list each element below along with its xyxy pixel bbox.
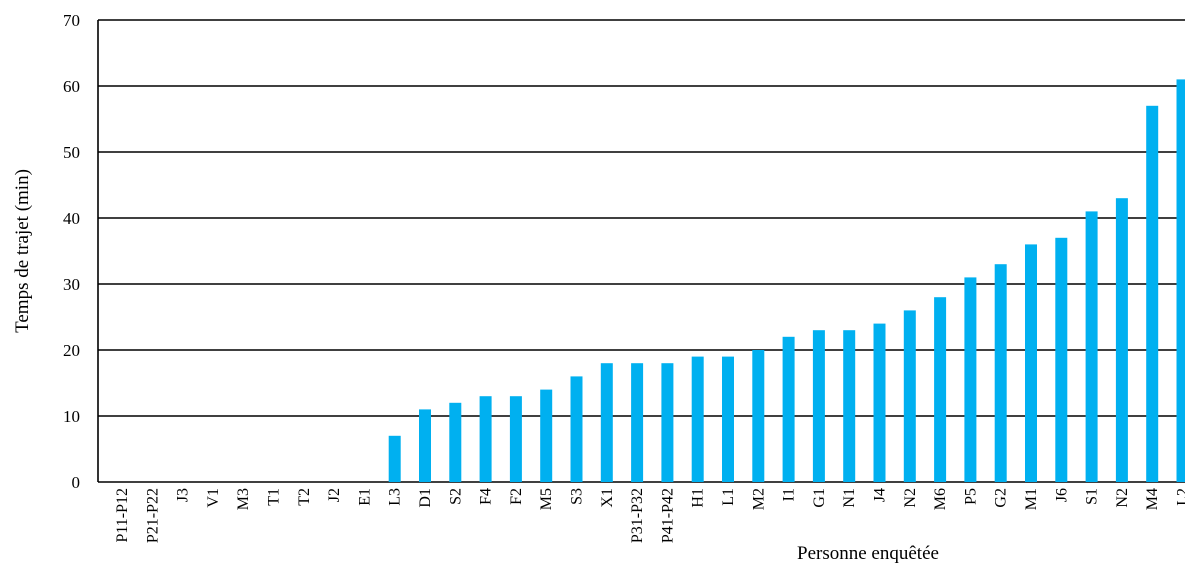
- bar: [994, 264, 1007, 482]
- x-tick-label: L2: [1175, 488, 1185, 506]
- x-tick-label: S1: [1084, 488, 1101, 505]
- x-tick-label: L3: [387, 488, 404, 506]
- bar: [843, 330, 856, 482]
- bar: [964, 277, 977, 482]
- x-tick-label: J4: [872, 488, 889, 502]
- x-tick-label: P5: [962, 488, 979, 505]
- x-tick-label: N1: [841, 488, 858, 508]
- x-tick-label: I1: [781, 488, 798, 501]
- x-tick-label: X1: [599, 488, 616, 508]
- y-tick-label: 70: [63, 11, 80, 30]
- x-tick-label: G2: [993, 488, 1010, 508]
- x-tick-label: M6: [932, 488, 949, 510]
- x-tick-label: D1: [417, 488, 434, 508]
- x-tick-label: T2: [296, 488, 313, 506]
- bar: [903, 310, 916, 482]
- bar: [419, 409, 431, 482]
- y-tick-label: 50: [63, 143, 80, 162]
- x-tick-label: P11-P12: [114, 488, 131, 543]
- x-tick-label: P31-P32: [629, 488, 646, 543]
- x-tick-label: L1: [720, 488, 737, 506]
- x-tick-label: F2: [508, 488, 525, 505]
- x-tick-label: N2: [1114, 488, 1131, 508]
- x-tick-labels: P11-P12 P21-P22 J3 V1 M3 T1 T2 J2 E1 L3 D1 S2 F4 F2 M5…: [114, 488, 1185, 543]
- x-tick-label: E1: [356, 488, 373, 506]
- x-tick-label: J2: [326, 488, 343, 502]
- bar: [661, 363, 674, 482]
- bar: [752, 350, 765, 482]
- y-tick-label: 30: [63, 275, 80, 294]
- bar: [1085, 211, 1098, 482]
- x-tick-label: M3: [235, 488, 252, 510]
- bar: [449, 402, 462, 482]
- x-tick-label: H1: [690, 488, 707, 508]
- x-tick-label: V1: [205, 488, 222, 508]
- bar: [479, 396, 492, 482]
- bars: [388, 79, 1185, 483]
- x-tick-label: S3: [569, 488, 586, 505]
- bar: [812, 330, 825, 482]
- bar: [782, 336, 795, 482]
- y-axis-title: Temps de trajet (min): [12, 169, 33, 333]
- bar: [1176, 79, 1185, 483]
- x-tick-label: M1: [1023, 488, 1040, 510]
- bar: [1146, 105, 1159, 483]
- bar: [1115, 198, 1128, 482]
- y-tick-label: 40: [63, 209, 80, 228]
- bar: [388, 435, 401, 482]
- x-tick-label: J3: [175, 488, 192, 502]
- x-axis-title: Personne enquêtée: [797, 543, 939, 564]
- x-tick-label: M2: [750, 488, 767, 510]
- x-tick-label: M5: [538, 488, 555, 510]
- x-tick-label: J6: [1053, 488, 1070, 502]
- bar: [1055, 237, 1068, 482]
- bar: [722, 356, 734, 482]
- y-tick-label: 20: [63, 341, 80, 360]
- x-tick-label: P21-P22: [144, 488, 161, 543]
- y-tick-label: 10: [63, 407, 80, 426]
- bar: [631, 363, 644, 482]
- x-tick-label: P41-P42: [659, 488, 676, 543]
- x-tick-label: S2: [447, 488, 464, 505]
- x-tick-label: N2: [902, 488, 919, 508]
- bar: [570, 376, 583, 482]
- y-tick-label: 0: [72, 473, 81, 492]
- bar: [934, 297, 947, 482]
- bar: [873, 323, 886, 482]
- y-tick-label: 60: [63, 77, 80, 96]
- bar: [509, 396, 522, 482]
- x-tick-label: M4: [1144, 488, 1161, 510]
- y-tick-labels: 0 10 20 30 40 50 60 70: [63, 11, 80, 492]
- x-tick-label: G1: [811, 488, 828, 508]
- x-tick-label: T1: [266, 488, 283, 506]
- bar: [540, 389, 553, 482]
- bar: [1025, 244, 1037, 482]
- bar: [691, 356, 704, 482]
- x-tick-label: F4: [478, 488, 495, 505]
- bar: [600, 363, 613, 482]
